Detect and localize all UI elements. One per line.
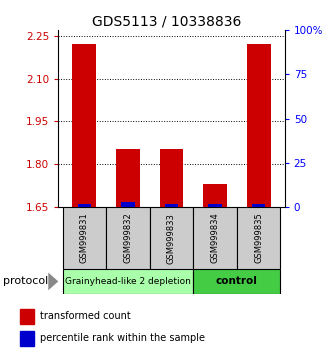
Text: percentile rank within the sample: percentile rank within the sample <box>40 333 205 343</box>
Bar <box>193 207 237 269</box>
Bar <box>20 309 34 324</box>
Text: Grainyhead-like 2 depletion: Grainyhead-like 2 depletion <box>65 277 191 286</box>
Polygon shape <box>48 273 58 290</box>
Text: protocol: protocol <box>3 276 49 286</box>
Bar <box>160 149 183 207</box>
Bar <box>203 184 227 207</box>
Text: GSM999832: GSM999832 <box>124 213 133 263</box>
Bar <box>165 204 178 207</box>
Bar <box>78 204 91 207</box>
Bar <box>63 207 106 269</box>
Bar <box>72 44 96 207</box>
Bar <box>150 207 193 269</box>
Text: control: control <box>216 276 258 286</box>
Bar <box>208 204 222 207</box>
Bar <box>20 331 34 346</box>
Bar <box>247 44 270 207</box>
Text: transformed count: transformed count <box>40 312 131 321</box>
Text: GDS5113 / 10338836: GDS5113 / 10338836 <box>92 14 241 28</box>
Text: GSM999835: GSM999835 <box>254 213 263 263</box>
Text: GSM999834: GSM999834 <box>210 213 219 263</box>
Bar <box>116 149 140 207</box>
Bar <box>237 207 280 269</box>
Bar <box>63 269 193 294</box>
Text: GSM999833: GSM999833 <box>167 213 176 263</box>
Bar <box>106 207 150 269</box>
Bar <box>193 269 280 294</box>
Text: GSM999831: GSM999831 <box>80 213 89 263</box>
Bar <box>252 204 265 207</box>
Bar <box>121 202 135 207</box>
